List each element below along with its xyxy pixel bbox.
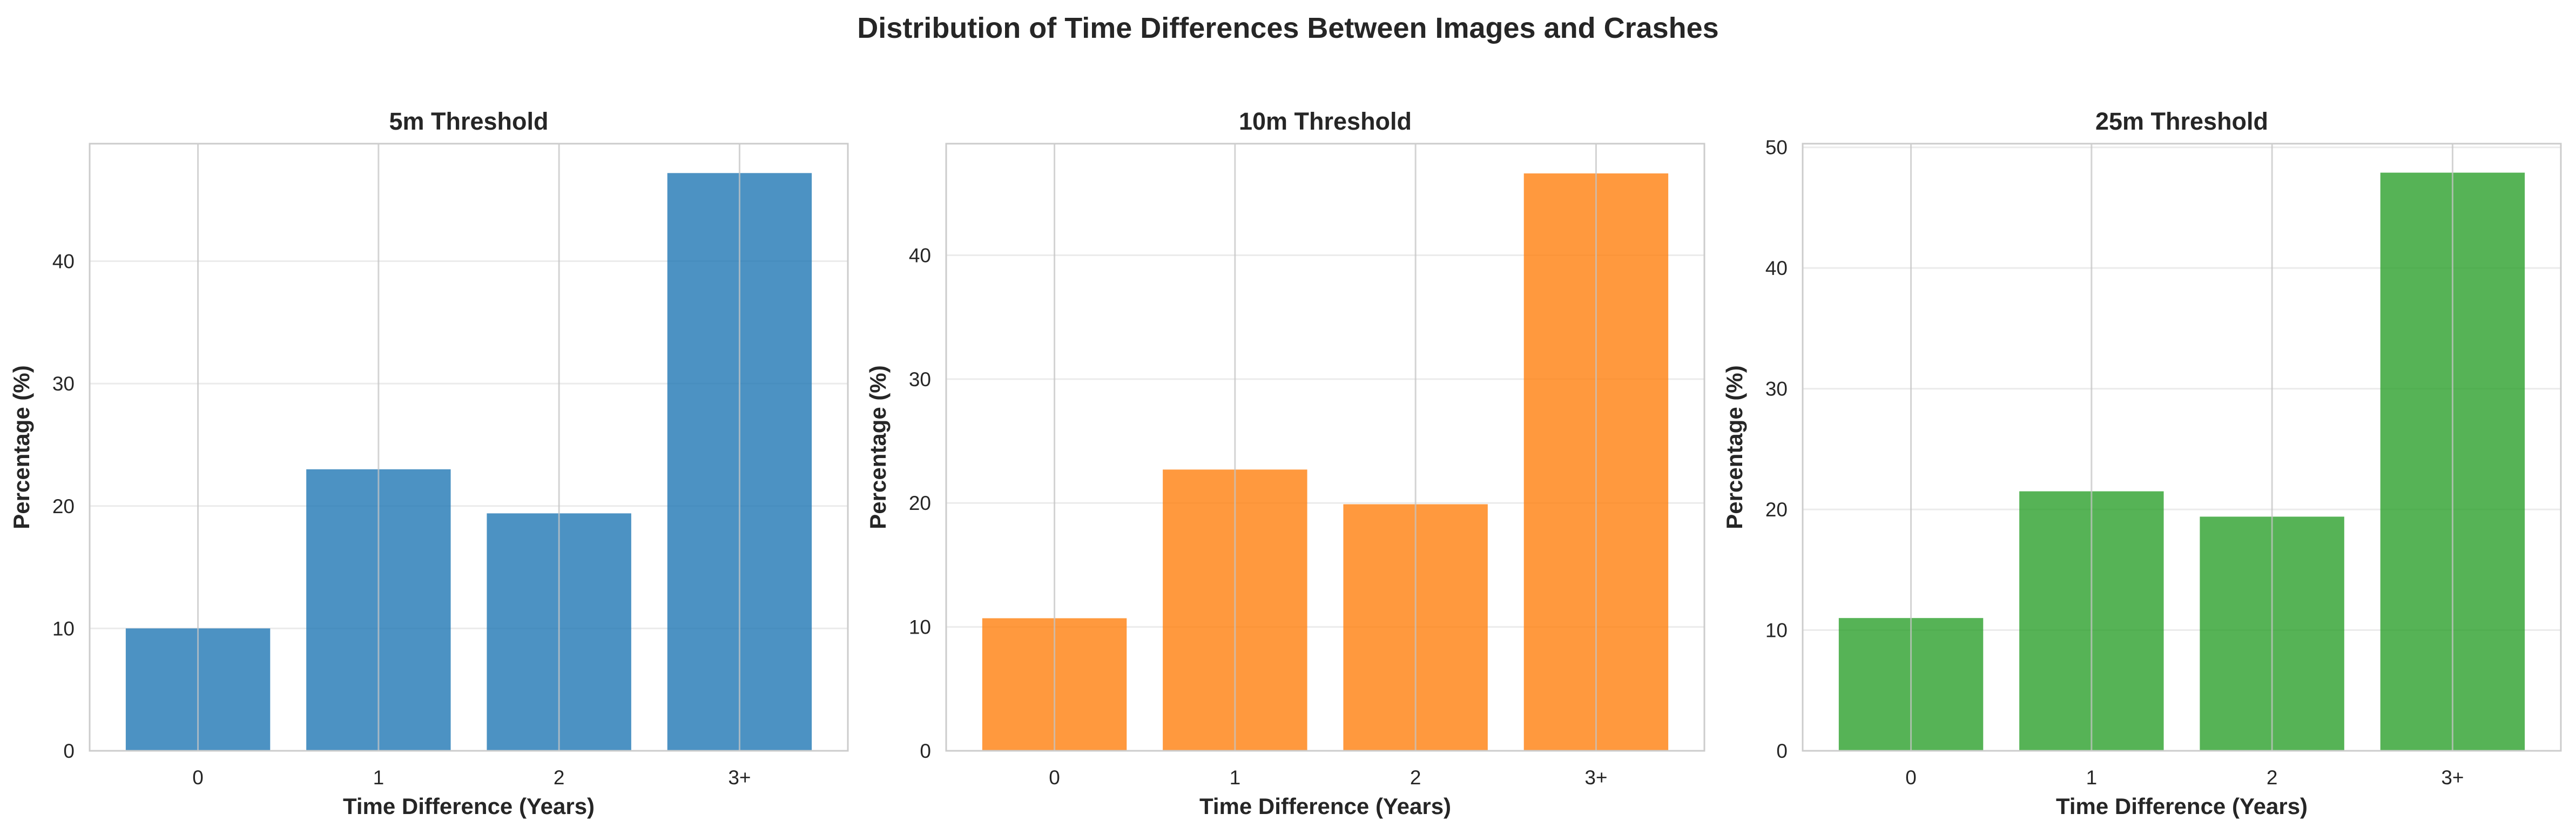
- y-tick-label: 20: [52, 495, 75, 517]
- x-axis-label: Time Difference (Years): [1199, 793, 1451, 819]
- y-tick-label: 40: [1765, 257, 1788, 279]
- x-axis-label: Time Difference (Years): [343, 793, 595, 819]
- y-tick-label: 50: [1765, 137, 1788, 159]
- x-tick-label: 2: [554, 766, 565, 789]
- y-tick-label: 20: [1765, 499, 1788, 521]
- subplot-title: 10m Threshold: [1239, 107, 1412, 135]
- y-tick-label: 20: [909, 492, 931, 514]
- subplot-title: 5m Threshold: [389, 107, 548, 135]
- subplot-1: 0 10 20 30 40 0 1 2 3+ 5m Threshold Time Differenc…: [9, 107, 849, 819]
- figure-title: Distribution of Time Differences Between…: [857, 12, 1718, 44]
- y-tick-label: 10: [909, 616, 931, 638]
- x-tick-label: 3+: [2441, 766, 2464, 789]
- x-tick-label: 2: [2267, 766, 2278, 789]
- y-tick-label: 30: [1765, 378, 1788, 400]
- y-tick-label: 0: [63, 740, 75, 762]
- x-tick-label: 1: [373, 766, 385, 789]
- subplot-3: 0 10 20 30 40 50 0 1 2 3+ 25m Threshold Time Differ…: [1722, 107, 2562, 819]
- y-tick-label: 40: [909, 244, 931, 266]
- axes-frame: [945, 143, 1705, 752]
- x-tick-label: 2: [1410, 766, 1421, 789]
- y-axis-label: Percentage (%): [1722, 365, 1747, 529]
- axes-frame: [1802, 143, 2562, 752]
- y-tick-label: 30: [52, 373, 75, 395]
- y-axis-label: Percentage (%): [9, 365, 34, 529]
- x-tick-label: 0: [1049, 766, 1060, 789]
- x-axis-label: Time Difference (Years): [2056, 793, 2308, 819]
- x-tick-label: 3+: [728, 766, 751, 789]
- axes-frame: [89, 143, 849, 752]
- y-tick-label: 10: [52, 617, 75, 640]
- subplot-2: 0 10 20 30 40 0 1 2 3+ 10m Threshold Time Differen…: [865, 107, 1705, 819]
- subplot-title: 25m Threshold: [2095, 107, 2268, 135]
- x-tick-label: 3+: [1584, 766, 1607, 789]
- y-tick-label: 10: [1765, 620, 1788, 642]
- y-tick-label: 0: [920, 740, 931, 762]
- x-tick-label: 1: [1230, 766, 1241, 789]
- y-axis-label: Percentage (%): [865, 365, 891, 529]
- x-tick-label: 0: [192, 766, 204, 789]
- y-tick-label: 30: [909, 368, 931, 391]
- x-tick-label: 0: [1905, 766, 1917, 789]
- y-tick-label: 0: [1776, 740, 1788, 762]
- x-tick-label: 1: [2086, 766, 2098, 789]
- y-tick-label: 40: [52, 251, 75, 273]
